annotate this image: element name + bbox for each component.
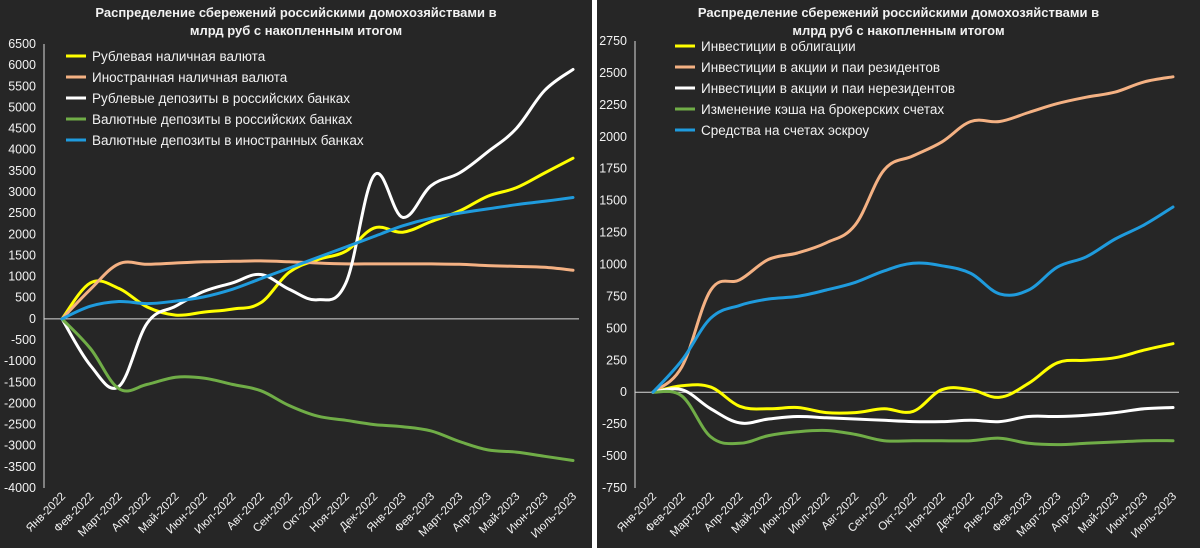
right-x-axis: Янв-2022Фев-2022Март-2022Апр-2022Май-202… [615,491,1179,541]
right-series-line-4 [651,389,1175,447]
left-y-tick-label: 2500 [8,206,36,220]
left-y-tick-label: -500 [11,333,36,347]
left-series-lines [60,67,575,462]
left-y-tick-label: 0 [29,312,36,326]
right-legend-label: Инвестиции в акции и паи резидентов [701,60,940,75]
left-y-tick-label: -4000 [4,481,36,495]
left-y-tick-label: 1000 [8,270,36,284]
left-title-line-2: млрд руб с накопленным итогом [189,23,403,38]
left-y-tick-label: 6500 [8,37,36,51]
right-y-tick-label: 250 [606,353,627,367]
right-legend-label: Инвестиции в облигации [701,39,856,54]
right-y-tick-label: 2500 [599,66,627,80]
right-series-line-1 [651,342,1175,415]
left-legend-label: Рублевая наличная валюта [92,49,266,64]
left-y-tick-label: -3500 [4,460,36,474]
left-legend-label: Валютные депозиты в иностранных банках [92,133,364,148]
right-series-line-2 [651,75,1175,394]
right-legend-label: Средства на счетах эскроу [701,123,869,138]
left-chart-svg: -4000 -3500 -3000 -2500 -2000 -1500 -1000 -500 0… [4,37,579,541]
right-chart-svg: -750 -500 -250 0 250 500 750 1000 1250 1500 1750 20… [599,34,1179,541]
right-y-tick-label: 1000 [599,258,627,272]
right-y-tick-label: 2750 [599,34,627,48]
left-y-tick-label: -1500 [4,375,36,389]
left-y-tick-label: -1000 [4,354,36,368]
right-legend: Инвестиции в облигации Инвестиции в акции… [675,39,955,138]
right-series-lines [651,75,1175,447]
right-series-line-3 [651,387,1175,425]
right-title-line-2: млрд руб с накопленным итогом [792,23,1005,38]
right-legend-label: Изменение кэша на брокерских счетах [701,102,944,117]
right-y-tick-label: 1750 [599,162,627,176]
left-x-axis: Янв-2022Фев-2022Март-2022Апр-2022Май-202… [24,491,579,541]
right-y-tick-label: 2000 [599,130,627,144]
left-series-line-3 [60,67,575,390]
right-y-tick-label: 750 [606,289,627,303]
left-series-line-2 [60,259,575,321]
right-y-tick-label: -500 [602,449,627,463]
left-legend: Рублевая наличная валюта Иностранная нали… [66,49,364,148]
left-y-tick-label: 3000 [8,185,36,199]
right-y-tick-label: 1500 [599,194,627,208]
left-y-tick-label: 6000 [8,58,36,72]
right-chart-title: Распределение сбережений российскими дом… [597,4,1200,40]
left-y-axis: -4000 -3500 -3000 -2500 -2000 -1500 -1000 -500 0… [4,37,36,495]
left-y-tick-label: 5000 [8,100,36,114]
left-series-line-4 [60,317,575,462]
right-series-line-5 [651,205,1175,394]
left-legend-label: Иностранная наличная валюта [92,70,288,85]
left-y-tick-label: -2500 [4,418,36,432]
left-series-line-5 [60,196,575,321]
right-y-tick-label: -750 [602,481,627,495]
right-y-tick-label: 1250 [599,226,627,240]
left-title-line-1: Распределение сбережений российскими дом… [95,5,497,20]
left-y-tick-label: 4500 [8,122,36,136]
left-series-line-1 [60,156,575,321]
left-y-tick-label: 4000 [8,143,36,157]
right-y-axis: -750 -500 -250 0 250 500 750 1000 1250 1500 1750 20… [599,34,627,495]
left-y-tick-label: 3500 [8,164,36,178]
left-legend-label: Рублевые депозиты в российских банках [92,91,350,106]
left-y-tick-label: 2000 [8,227,36,241]
left-y-tick-label: 5500 [8,79,36,93]
right-chart-panel: Распределение сбережений российскими дом… [597,0,1200,548]
right-y-tick-label: 2250 [599,98,627,112]
left-y-tick-label: -2000 [4,396,36,410]
right-y-tick-label: -250 [602,417,627,431]
right-y-tick-label: 500 [606,321,627,335]
left-legend-label: Валютные депозиты в российских банках [92,112,353,127]
left-y-tick-label: 1500 [8,248,36,262]
right-title-line-1: Распределение сбережений российскими дом… [697,5,1100,20]
left-chart-panel: Распределение сбережений российскими дом… [0,0,592,548]
left-chart-title: Распределение сбережений российскими дом… [0,4,592,40]
left-y-tick-label: -3000 [4,439,36,453]
left-y-tick-label: 500 [15,291,36,305]
right-legend-label: Инвестиции в акции и паи нерезидентов [701,81,955,96]
right-y-tick-label: 0 [620,385,627,399]
